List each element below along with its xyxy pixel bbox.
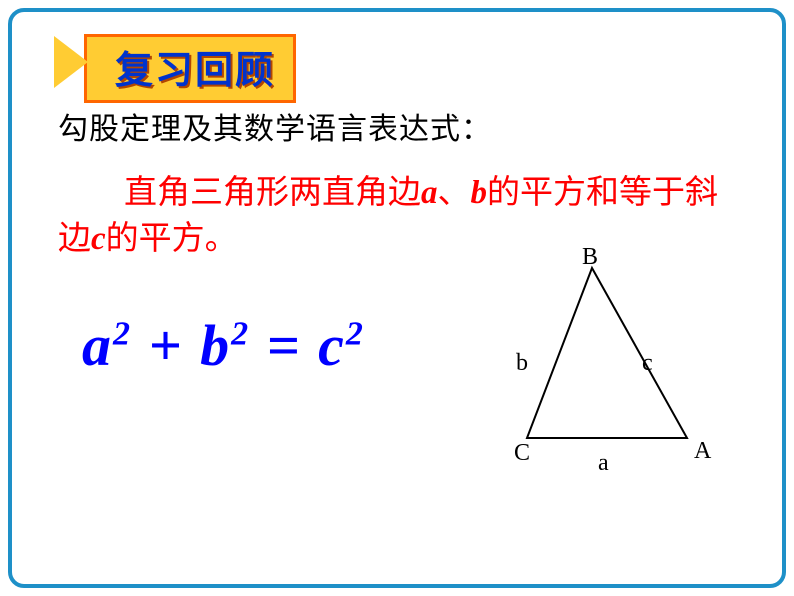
formula-a: a xyxy=(82,313,113,378)
vertex-label-A: A xyxy=(694,438,711,465)
side-label-b: b xyxy=(516,350,528,377)
theorem-statement: 直角三角形两直角边a、b的平方和等于斜边c的平方。 xyxy=(58,170,722,262)
formula-exp-1: 2 xyxy=(113,316,132,353)
formula-b: b xyxy=(200,313,231,378)
section-badge: 复习回顾 xyxy=(84,34,296,103)
theorem-prefix: 直角三角形两直角边 xyxy=(58,175,421,211)
theorem-var-a: a xyxy=(421,175,438,211)
badge-arrow-decoration xyxy=(54,36,88,88)
formula-c: c xyxy=(318,313,346,378)
formula-plus: + xyxy=(132,313,200,378)
subtitle-text: 勾股定理及其数学语言表达式： xyxy=(58,104,492,148)
slide-frame: 复习回顾 勾股定理及其数学语言表达式： 直角三角形两直角边a、b的平方和等于斜边… xyxy=(8,8,786,588)
vertex-label-C: C xyxy=(514,440,530,467)
formula-eq: = xyxy=(250,313,318,378)
theorem-sep1: 、 xyxy=(438,175,471,211)
theorem-var-c: c xyxy=(91,221,106,257)
side-label-c: c xyxy=(642,350,653,377)
side-label-a: a xyxy=(598,450,609,477)
pythagorean-formula: a2 + b2 = c2 xyxy=(82,312,365,379)
triangle-shape xyxy=(527,268,687,438)
theorem-var-b: b xyxy=(471,175,488,211)
badge-title: 复习回顾 xyxy=(115,50,275,92)
formula-exp-3: 2 xyxy=(346,316,365,353)
vertex-label-B: B xyxy=(582,244,598,271)
triangle-diagram: B C A b c a xyxy=(482,258,762,488)
theorem-suffix: 的平方。 xyxy=(106,221,238,257)
formula-exp-2: 2 xyxy=(231,316,250,353)
